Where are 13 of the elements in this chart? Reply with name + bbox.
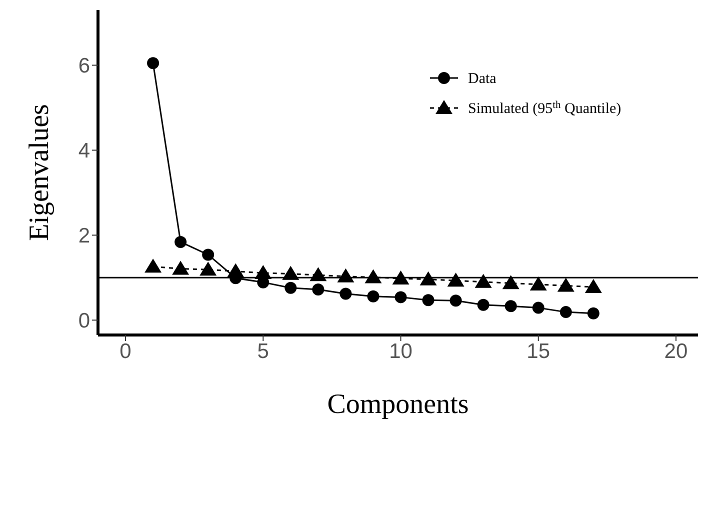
x-axis-title: Components <box>327 389 469 420</box>
y-tick-label: 6 <box>78 54 90 78</box>
legend-label: Simulated (95$^{th}$ Quantile) <box>468 100 622 117</box>
x-tick-label: 10 <box>389 340 412 363</box>
legend-label: Data <box>468 71 497 87</box>
y-tick-label: 2 <box>78 224 90 248</box>
y-tick-label: 4 <box>78 140 90 163</box>
y-tick-label: 0 <box>78 310 90 333</box>
x-tick-label: 15 <box>526 340 550 363</box>
x-tick-label: 5 <box>257 340 269 363</box>
x-tick-label: 0 <box>120 340 132 363</box>
y-axis-title: Eigenvalues <box>24 104 55 241</box>
x-tick-label: 20 <box>664 340 688 363</box>
